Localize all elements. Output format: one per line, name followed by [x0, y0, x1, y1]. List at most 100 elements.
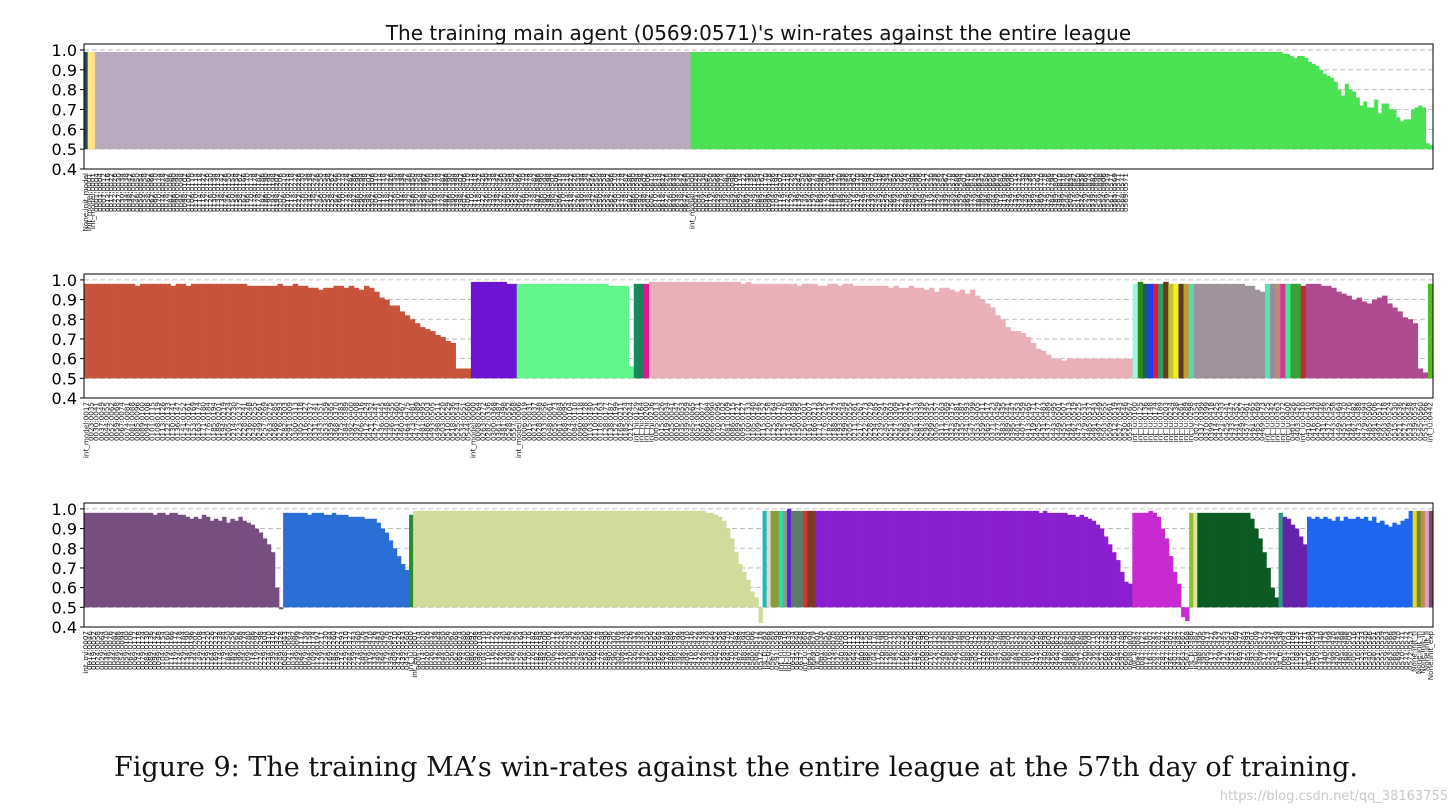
x-tick-label: 0217:0267	[855, 402, 864, 441]
x-tick-label: 0014:0046	[85, 631, 94, 670]
x-tick-label: 0094:0098	[176, 173, 185, 212]
x-tick-label: 0304:0420	[971, 631, 980, 670]
x-tick-label: 0097:0103	[1284, 631, 1293, 670]
x-tick-label: 0154:0230	[321, 631, 330, 670]
bar	[195, 283, 202, 379]
bar	[713, 514, 719, 608]
bar	[1185, 607, 1190, 622]
x-tick-label: 0044:0050	[439, 631, 448, 670]
x-tick-label: 0110:0151	[591, 402, 600, 441]
plot-frame	[83, 273, 1434, 399]
x-tick-label: 0099:0178	[765, 173, 774, 212]
x-tick-label: 0001:0020	[691, 173, 700, 212]
bar	[675, 51, 680, 150]
bar	[486, 281, 492, 379]
bar	[279, 607, 284, 610]
x-tick-label: 0494:0498	[544, 173, 553, 212]
bar	[969, 510, 975, 608]
bar	[277, 283, 283, 379]
bar	[231, 51, 236, 150]
x-tick-label: int_model:0001	[88, 173, 97, 229]
x-tick-label: 0099:0148	[154, 631, 163, 670]
x-tick-label: 0312:0430	[975, 631, 984, 670]
x-tick-label: 0558:0562	[603, 173, 612, 212]
x-tick-label: int_lu:0148	[1145, 402, 1154, 443]
x-tick-label: 0404:0666	[989, 173, 998, 212]
bar	[1193, 512, 1198, 608]
x-tick-label: 0374:0378	[434, 173, 443, 212]
x-tick-label: 0516:0525	[1353, 631, 1362, 670]
bar	[1209, 283, 1215, 379]
x-tick-label: 0140:0146	[504, 631, 513, 670]
bar	[404, 315, 411, 379]
x-tick-label: 0204:0274	[240, 631, 249, 670]
x-tick-label: 0414:0425	[1212, 402, 1221, 441]
bar	[1295, 283, 1301, 379]
bar	[112, 512, 117, 608]
x-tick-label: 0519:0850	[1073, 173, 1082, 212]
x-tick-label: 0509:0561	[1105, 402, 1114, 441]
x-tick-label: 0493:0505	[428, 402, 437, 441]
bar	[911, 51, 916, 150]
bar	[488, 51, 493, 150]
bar	[1131, 51, 1136, 150]
bar	[966, 51, 971, 150]
x-tick-label: 0054:0094	[118, 631, 127, 670]
bar	[766, 510, 772, 608]
x-tick-label: 0473:0525	[1074, 402, 1083, 441]
bar	[331, 512, 337, 608]
x-tick-label: 0422:0426	[478, 173, 487, 212]
x-tick-label: 0669:0679	[808, 631, 817, 670]
x-tick-label: 0079:0139	[300, 631, 309, 670]
x-tick-label: 0159:0220	[203, 631, 212, 670]
x-tick-label: 0536:0710	[1089, 631, 1098, 670]
bar	[1017, 51, 1022, 150]
x-tick-label: 0149:0258	[801, 173, 810, 212]
x-tick-label: 0115:0152	[759, 402, 768, 441]
bar	[945, 510, 950, 608]
x-tick-label: 0236:0242	[569, 631, 578, 670]
bar	[1168, 556, 1174, 608]
x-tick-label: 0445:0453	[1223, 631, 1232, 670]
x-tick-label: 0302:0306	[368, 173, 377, 212]
x-tick-label: 0360:0490	[999, 631, 1008, 670]
bar	[1219, 51, 1224, 150]
bar	[378, 51, 383, 150]
x-tick-label: int_ti:0386	[1186, 631, 1195, 670]
bar	[681, 510, 686, 608]
bar	[272, 285, 278, 379]
bar	[1081, 358, 1088, 379]
x-tick-label: 0136:0210	[886, 631, 895, 670]
bar	[694, 51, 699, 150]
bar	[833, 51, 838, 150]
x-tick-label: 0400:0540	[1020, 631, 1029, 670]
x-tick-label: 0635:0640	[792, 631, 801, 670]
x-tick-label: 0359:0411	[977, 402, 986, 441]
x-tick-label: 0337:0399	[1196, 402, 1205, 441]
x-tick-label: 0138:0187	[606, 402, 615, 441]
x-tick-label: 0567:0571	[1114, 173, 1123, 212]
x-tick-label: 0557:0568	[509, 402, 518, 441]
bar	[1059, 512, 1064, 608]
x-tick-label: 0324:0538	[930, 173, 939, 212]
x-tick-label: 0084:0130	[142, 631, 151, 670]
x-tick-label: 0096:0160	[865, 631, 874, 670]
bar	[370, 51, 375, 150]
x-tick-label: 0421:0429	[1211, 631, 1220, 670]
x-tick-label: 0151:0171	[1300, 631, 1309, 670]
bar	[161, 51, 166, 150]
bar	[1376, 522, 1381, 608]
bar	[620, 51, 625, 150]
bar	[444, 51, 449, 150]
x-tick-label: 0039:0059	[682, 402, 691, 441]
x-tick-label: 0509:0834	[1066, 173, 1075, 212]
bar	[175, 51, 180, 150]
bar	[1246, 512, 1251, 608]
bar	[484, 51, 489, 150]
bar	[648, 510, 654, 608]
x-tick-label: 0272:0380	[955, 631, 964, 670]
bar	[1402, 317, 1408, 379]
x-tick-label: 0370:0374	[430, 173, 439, 212]
x-tick-label: 0272:0278	[593, 631, 602, 670]
x-tick-label: 0469:0770	[1037, 173, 1046, 212]
